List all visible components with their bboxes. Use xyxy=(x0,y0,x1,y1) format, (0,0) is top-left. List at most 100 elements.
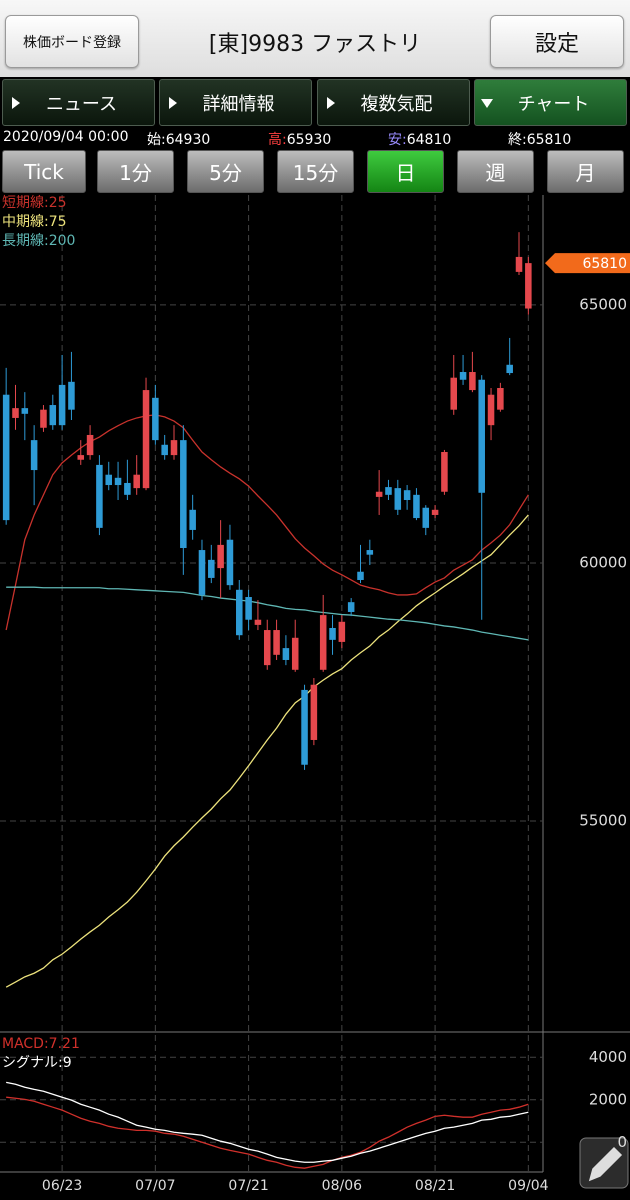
candle-body xyxy=(189,509,196,530)
candle-body xyxy=(245,597,252,620)
x-tick-label: 07/07 xyxy=(135,1178,175,1194)
period-button[interactable]: 15分 xyxy=(277,150,354,193)
legend-entry: 中期線:75 xyxy=(2,214,67,230)
candle-body xyxy=(525,263,532,309)
y-tick-label: 0 xyxy=(617,1133,627,1151)
period-button-active[interactable]: 日 xyxy=(367,150,444,193)
pencil-icon[interactable] xyxy=(588,1146,623,1182)
candle-body xyxy=(86,434,94,456)
candle-body xyxy=(357,571,364,580)
candle-body xyxy=(263,630,271,666)
y-tick-label: 55000 xyxy=(579,811,627,829)
candle-body xyxy=(319,615,327,670)
info-close: 終:65810 xyxy=(508,132,572,148)
price-tag-label: 65810 xyxy=(582,256,627,272)
candle-body xyxy=(310,684,318,740)
y-tick-label: 2000 xyxy=(589,1090,627,1108)
period-button[interactable]: 5分 xyxy=(187,150,264,193)
candle-body xyxy=(208,559,215,578)
period-button[interactable]: 週 xyxy=(457,150,534,193)
candle-body xyxy=(236,589,243,636)
candle-body xyxy=(273,630,280,655)
candle-body xyxy=(459,372,467,380)
candle-body xyxy=(403,490,411,500)
candle-body xyxy=(431,509,439,515)
info-low: 安:64810 xyxy=(388,132,452,148)
candle-body xyxy=(441,452,448,492)
candle-body xyxy=(161,444,168,456)
series-line xyxy=(5,514,529,988)
legend-entry: 短期線:25 xyxy=(2,195,67,211)
x-tick-label: 08/06 xyxy=(322,1178,362,1194)
candle-body xyxy=(282,648,290,660)
candle-body xyxy=(226,539,234,586)
candle-body xyxy=(30,440,38,471)
candle-body xyxy=(40,409,47,428)
candle-body xyxy=(413,494,420,519)
tab[interactable]: ニュース xyxy=(2,79,155,126)
candle-body xyxy=(152,397,159,441)
y-tick-label: 65000 xyxy=(579,295,627,313)
candle-body xyxy=(329,627,336,640)
candle-body xyxy=(385,487,392,495)
candle-body xyxy=(170,440,178,456)
series-line xyxy=(6,1081,529,1163)
candle-body xyxy=(338,621,346,642)
candle-body xyxy=(142,390,150,489)
info-high: 高:65930 xyxy=(268,132,332,148)
candle-body xyxy=(394,488,402,510)
candle-body xyxy=(180,440,187,548)
period-button[interactable]: Tick xyxy=(2,150,86,193)
y-tick-label: 60000 xyxy=(579,553,627,571)
settings-button[interactable]: 設定 xyxy=(490,15,624,68)
candle-body xyxy=(49,405,57,426)
candle-body xyxy=(2,394,10,521)
candle-body xyxy=(12,408,19,418)
candle-body xyxy=(450,377,458,410)
edit-button[interactable] xyxy=(579,1137,629,1189)
candle-body xyxy=(347,602,355,612)
candle-body xyxy=(96,464,103,528)
candle-body xyxy=(497,388,504,410)
price-tag xyxy=(545,253,630,274)
candle-body xyxy=(375,491,383,497)
candle-body xyxy=(291,637,299,670)
legend-entry: 長期線:200 xyxy=(2,233,75,249)
y-tick-label: 4000 xyxy=(589,1048,627,1066)
x-tick-label: 07/21 xyxy=(228,1178,268,1194)
legend-entry: MACD:7.21 xyxy=(2,1036,80,1052)
series-line xyxy=(6,1096,529,1169)
candle-body xyxy=(254,619,262,625)
legend-entry: シグナル:9 xyxy=(2,1055,72,1071)
candle-body xyxy=(124,482,131,495)
period-button[interactable]: 1分 xyxy=(97,150,174,193)
candle-body xyxy=(21,408,29,414)
info-date: 2020/09/04 00:00 xyxy=(3,129,129,145)
register-button[interactable]: 株価ボード登録 xyxy=(5,15,139,68)
tab-active[interactable]: チャート xyxy=(474,79,627,126)
candle-body xyxy=(506,364,513,374)
candle-body xyxy=(301,689,308,765)
tab[interactable]: 複数気配 xyxy=(317,79,470,126)
x-tick-label: 06/23 xyxy=(42,1178,82,1194)
candle-body xyxy=(105,474,112,486)
candle-body xyxy=(77,455,85,460)
page-title: [東]9983 ファストリ xyxy=(208,32,422,57)
candle-body xyxy=(478,379,485,493)
period-button[interactable]: 月 xyxy=(547,150,624,193)
candle-body xyxy=(469,372,476,391)
candle-body xyxy=(133,474,140,489)
candle-body xyxy=(366,550,374,555)
candle-body xyxy=(487,394,495,426)
candle-body xyxy=(515,256,523,272)
tab[interactable]: 詳細情報 xyxy=(159,79,312,126)
candle-body xyxy=(217,544,224,569)
candle-body xyxy=(58,384,66,426)
x-tick-label: 09/04 xyxy=(508,1178,548,1194)
info-open: 始:64930 xyxy=(147,132,211,148)
candle-body xyxy=(114,477,122,486)
x-tick-label: 08/21 xyxy=(415,1178,455,1194)
series-line xyxy=(6,586,529,641)
candle-body xyxy=(422,507,430,528)
